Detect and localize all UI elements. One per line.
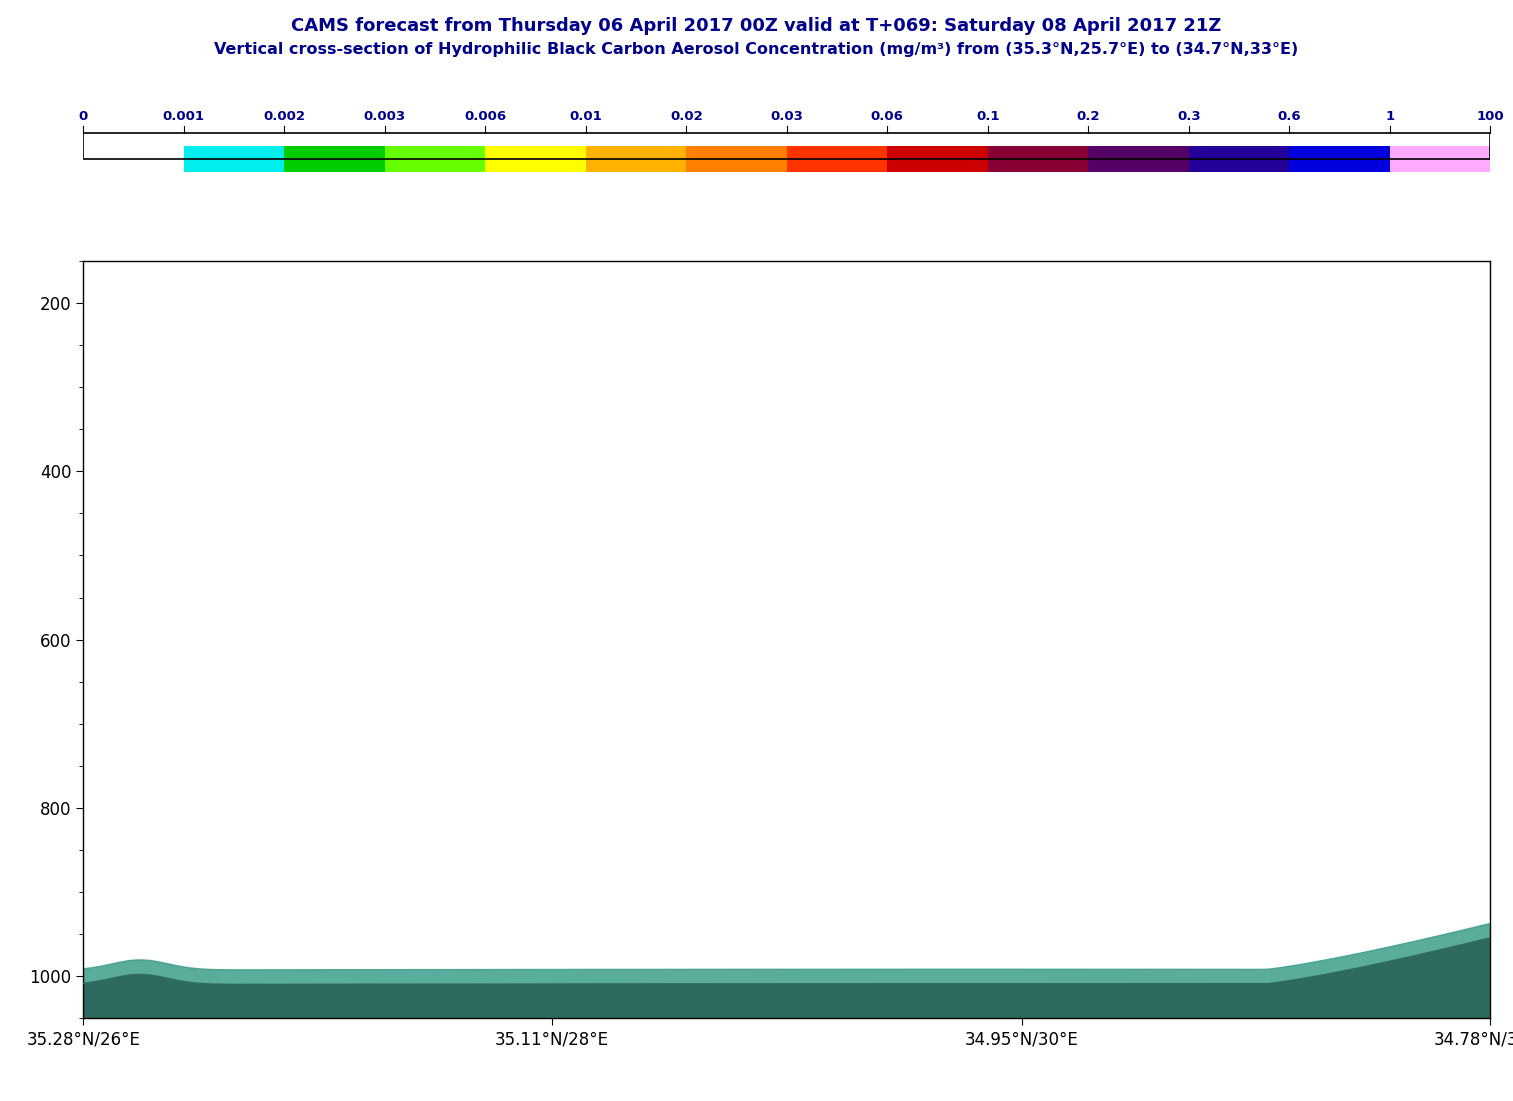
Bar [1088,145,1189,172]
Text: Vertical cross-section of Hydrophilic Black Carbon Aerosol Concentration (mg/m³): Vertical cross-section of Hydrophilic Bl… [215,42,1298,57]
Bar [1289,145,1390,172]
Bar [284,145,384,172]
Text: 0.06: 0.06 [871,110,903,123]
Text: CAMS forecast from Thursday 06 April 2017 00Z valid at T+069: Saturday 08 April : CAMS forecast from Thursday 06 April 201… [292,17,1221,34]
Bar [1390,145,1490,172]
Text: 0.001: 0.001 [163,110,204,123]
Bar [787,145,887,172]
Text: 0.2: 0.2 [1077,110,1100,123]
Text: 0.002: 0.002 [263,110,306,123]
Text: 0.6: 0.6 [1277,110,1301,123]
Text: 0: 0 [79,110,88,123]
Text: 0.01: 0.01 [569,110,602,123]
Bar [183,145,284,172]
Text: 0.02: 0.02 [670,110,702,123]
Bar [988,145,1088,172]
Bar [83,145,183,172]
Bar [1189,145,1289,172]
Text: 0.03: 0.03 [770,110,803,123]
Text: 0.1: 0.1 [976,110,1000,123]
Text: 0.006: 0.006 [464,110,507,123]
Bar [586,145,687,172]
Text: 1: 1 [1386,110,1395,123]
Bar [887,145,988,172]
Bar [687,145,787,172]
Bar [384,145,486,172]
Bar [83,132,1490,159]
Bar [486,145,586,172]
Text: 0.003: 0.003 [363,110,405,123]
Text: 0.3: 0.3 [1177,110,1201,123]
Text: 100: 100 [1477,110,1504,123]
